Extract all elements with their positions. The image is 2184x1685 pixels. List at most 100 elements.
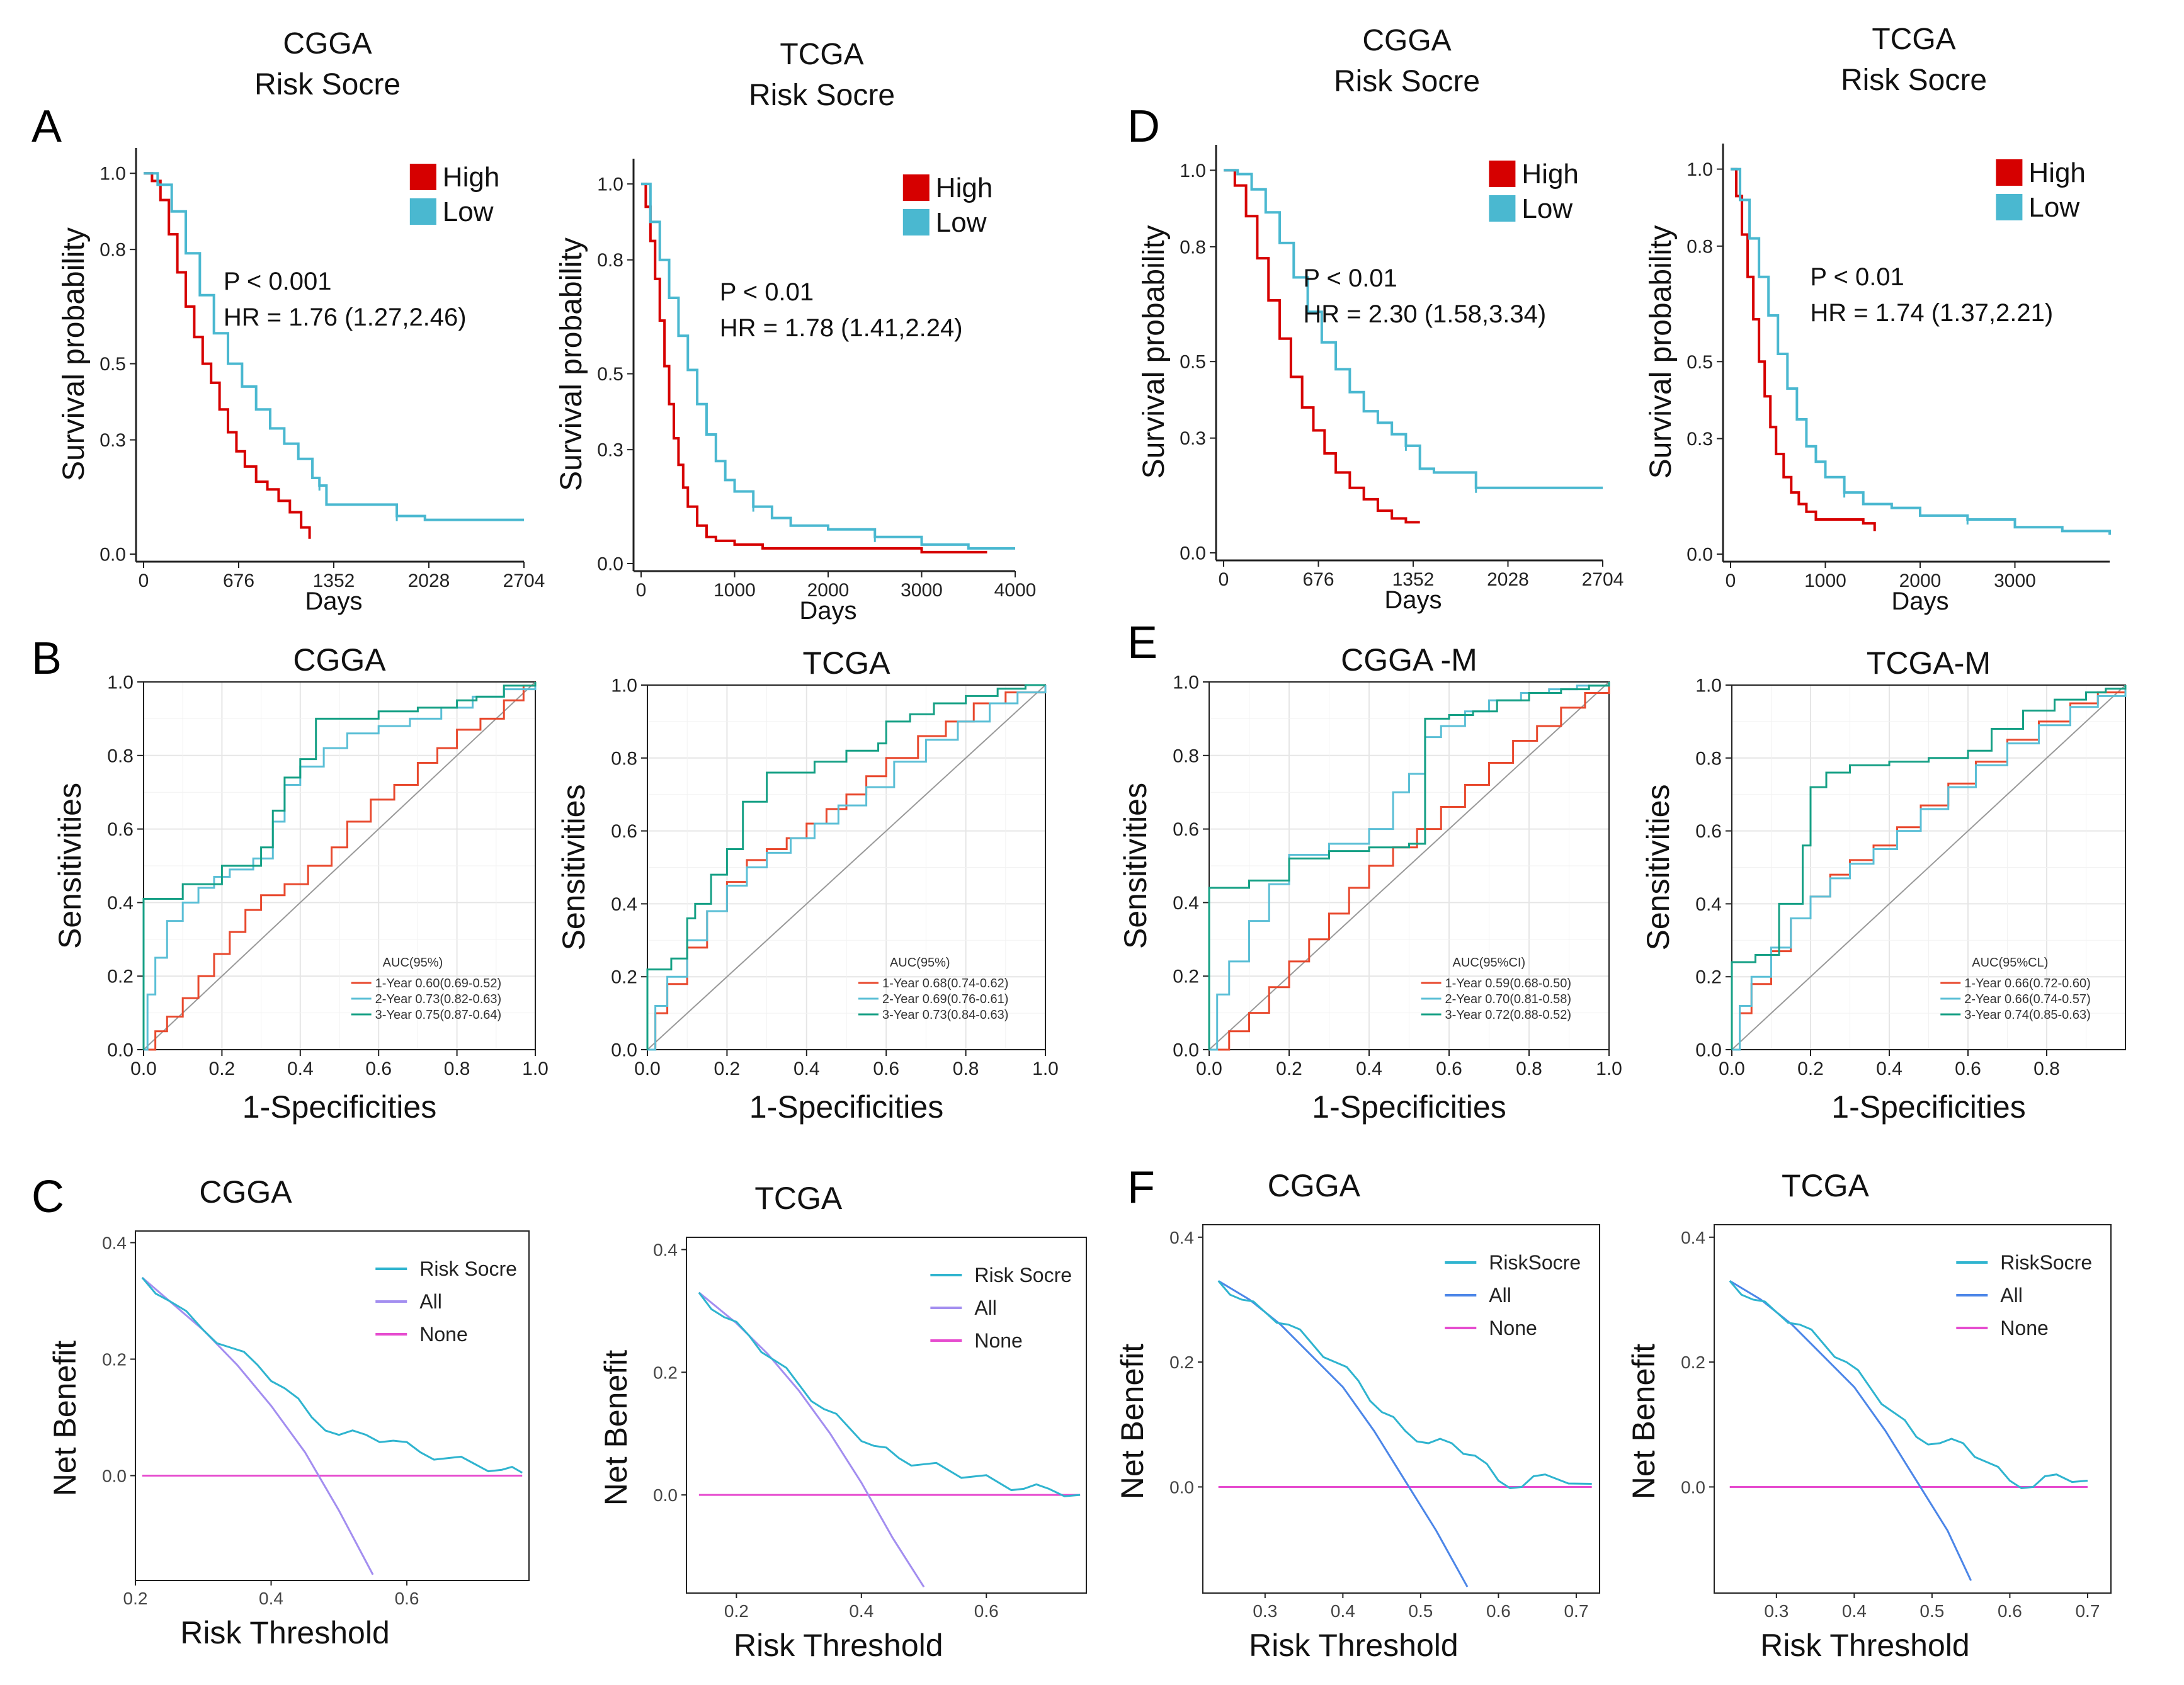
legend-title: AUC(95%) [383,956,443,970]
legend-swatch-low [1996,194,2023,220]
legend-label-risk-socre: Risk Socre [419,1257,517,1280]
plot-frame [143,681,536,1050]
x-tick-label: 1000 [1804,570,1846,591]
dca-model-curve [698,1291,1081,1497]
legend-label-none: None [974,1329,1023,1352]
y-tick-label: 0.3 [1180,428,1206,449]
y-tick-label: 0.4 [611,894,637,915]
dca-c-tcga-chart: 0.2 0.4 0.6 0.0 0.2 0.4 TCGA Risk Threshold Net … [598,1181,1087,1663]
panel-letter-a: A [31,101,62,152]
x-tick-label: 0.4 [1331,1601,1355,1621]
x-tick-label: 0 [636,580,647,601]
y-axis-label: Survival probability [1137,225,1171,479]
legend-label-all: All [419,1290,442,1313]
x-tick-label: 1352 [1392,569,1435,590]
legend-swatch-low [902,209,930,235]
y-tick-label: 0.2 [1695,967,1722,988]
legend-title: AUC(95%CI) [1453,956,1526,970]
plot-frame [1714,1224,2112,1594]
plot-frame [1209,681,1610,1050]
x-tick-label: 0.2 [724,1601,749,1621]
x-tick-label: 0.6 [395,1589,419,1608]
y-axis-label: Survival probability [1644,225,1678,479]
hazard-ratio-annotation: HR = 1.74 (1.37,2.21) [1810,299,2053,327]
chart-title: TCGA [803,645,891,681]
x-tick-label: 0 [139,570,149,591]
roc-curve-1-year [144,682,537,1051]
legend-label-none: None [2000,1317,2049,1339]
chart-subtitle: Risk Socre [1334,65,1480,98]
km-curve-low [641,183,1015,550]
reference-diagonal [1731,684,2126,1050]
y-tick-label: 1.0 [1695,676,1722,696]
legend-label-all: All [1489,1284,1511,1307]
dca-all-curve [1217,1279,1469,1587]
panel-letter-b: B [31,633,62,684]
x-tick-label: 1.0 [1596,1058,1622,1079]
legend-label-high: High [443,162,500,193]
legend-label-risksocre: RiskSocre [1489,1251,1581,1274]
legend-label-1-year: 1-Year 0.60(0.69-0.52) [375,977,502,990]
reference-diagonal [647,684,1046,1050]
y-tick-label: 0.4 [1681,1228,1705,1247]
y-tick-label: 1.0 [107,672,134,693]
x-tick-label: 0.2 [1797,1058,1824,1079]
y-axis-label: Net Benefit [47,1341,82,1496]
y-tick-label: 0.8 [1695,748,1722,769]
legend-label-none: None [1489,1317,1537,1339]
legend-label-3-year: 3-Year 0.73(0.84-0.63) [882,1008,1009,1022]
chart-subtitle: Risk Socre [1841,64,1987,97]
y-tick-label: 0.6 [107,819,134,840]
y-axis-label: Survival probability [57,227,91,481]
y-tick-label: 0.2 [1169,1353,1194,1372]
x-tick-label: 0.8 [1516,1058,1542,1079]
y-tick-label: 0.3 [100,430,126,451]
panel-letter-d: D [1127,101,1160,152]
legend-label-low: Low [443,196,494,227]
chart-title: CGGA [283,27,372,60]
legend-swatch-low [409,198,436,225]
y-tick-label: 0.8 [1173,746,1199,766]
legend-label-3-year: 3-Year 0.74(0.85-0.63) [1964,1008,2091,1022]
dca-all-curve [141,1276,374,1575]
x-tick-label: 2704 [1582,569,1624,590]
y-tick-label: 1.0 [1173,672,1199,693]
x-axis-label: Days [305,587,362,615]
x-tick-label: 0.6 [873,1058,899,1079]
x-tick-label: 0.2 [714,1058,741,1079]
x-tick-label: 0.6 [1436,1058,1462,1079]
x-tick-label: 0.4 [849,1601,873,1621]
x-axis-label: 1-Specificities [749,1089,943,1125]
x-axis-label: Risk Threshold [1760,1628,1970,1663]
x-tick-label: 0.4 [793,1058,820,1079]
x-tick-label: 0.4 [259,1589,283,1608]
legend-label-2-year: 2-Year 0.73(0.82-0.63) [375,992,502,1006]
legend-swatch-high [902,174,930,201]
roc-curve-2-year [144,682,537,1051]
legend-label-2-year: 2-Year 0.66(0.74-0.57) [1964,992,2091,1006]
y-tick-label: 0.4 [1695,894,1722,915]
x-tick-label: 0.0 [1196,1058,1222,1079]
km-curve-high [144,172,311,539]
x-tick-label: 1.0 [522,1058,549,1079]
y-tick-label: 0.0 [1681,1477,1705,1497]
roc-curve-3-year [1731,685,2127,1050]
legend-label-low: Low [936,207,987,238]
x-tick-label: 2028 [408,570,450,591]
dca-all-curve [1729,1279,1972,1581]
p-value-annotation: P < 0.01 [1303,264,1397,292]
dca-model-curve [1729,1280,2088,1490]
hazard-ratio-annotation: HR = 2.30 (1.58,3.34) [1303,300,1546,328]
panel-letter-c: C [31,1172,64,1222]
x-tick-label: 0.7 [2075,1601,2100,1621]
y-tick-label: 0.4 [1169,1228,1194,1247]
x-tick-label: 4000 [994,580,1037,601]
legend-label-low: Low [1521,193,1573,224]
roc-b-tcga-chart: 0.0 0.2 0.4 0.6 0.8 1.0 0.0 0.2 0.4 0.6 0.8 1.0 TCGA… [556,645,1059,1125]
x-axis-label: 1-Specificities [1831,1089,2025,1125]
y-axis-label: Survival probability [555,237,588,491]
y-axis-label: Sensitivities [1118,783,1153,949]
y-tick-label: 0.0 [107,1040,134,1061]
y-tick-label: 0.2 [107,967,134,987]
